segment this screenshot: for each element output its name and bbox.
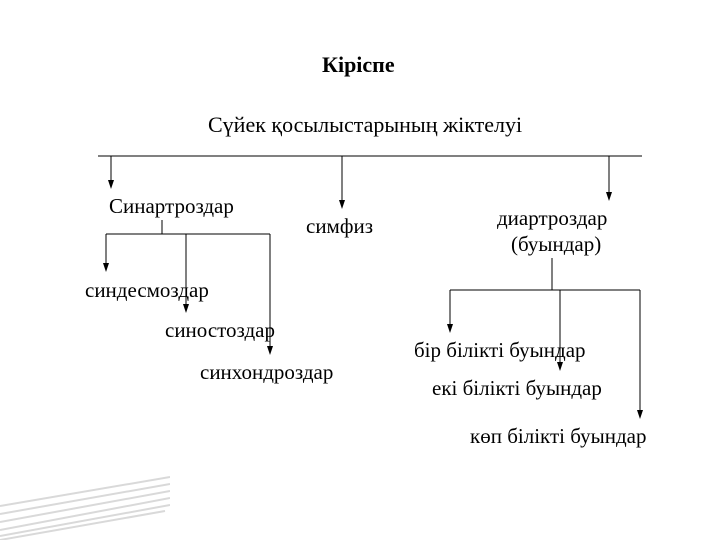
node-diarthroses-line2: (буындар) [511, 232, 601, 257]
corner-decor-icon [0, 470, 170, 540]
node-synostoses: синостоздар [165, 318, 275, 343]
node-diarthroses-line1: диартроздар [497, 206, 607, 231]
node-multiaxial: көп білікті буындар [470, 424, 646, 449]
node-symphysis: симфиз [306, 214, 373, 239]
diagram-subtitle: Сүйек қосылыстарының жіктелуі [208, 112, 522, 138]
node-synarthroses: Синартроздар [109, 194, 234, 219]
node-synchondroses: синхондроздар [200, 360, 333, 385]
node-biaxial: екі білікті буындар [432, 376, 602, 401]
diagram-title: Кіріспе [322, 52, 395, 78]
node-uniaxial: бір білікті буындар [414, 338, 586, 363]
node-syndesmoses: синдесмоздар [85, 278, 209, 303]
diagram-connectors [0, 0, 720, 540]
